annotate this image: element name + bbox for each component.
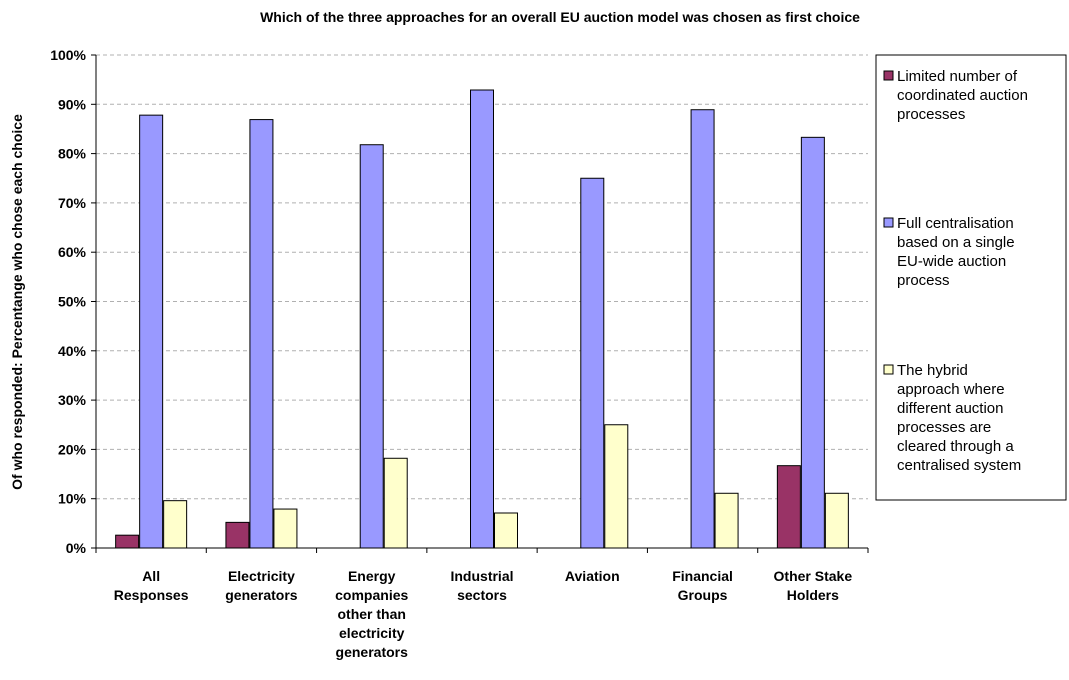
axes — [95, 55, 869, 553]
x-category-label: Financial Groups — [672, 568, 733, 603]
bar — [163, 500, 188, 549]
bar — [383, 457, 408, 549]
y-tick-label: 80% — [58, 146, 87, 162]
legend-label: Limited number of coordinated auction proc… — [897, 68, 1028, 123]
x-category-label: Electricity generators — [225, 568, 298, 603]
x-category-label: All Responses — [114, 568, 189, 603]
bar — [800, 136, 825, 549]
y-tick-label: 0% — [66, 540, 87, 556]
bar — [249, 119, 274, 549]
x-category-label: Other Stake Holders — [774, 568, 853, 603]
y-axis-label: Of who responded: Percentange who chose … — [9, 114, 25, 490]
bar — [580, 177, 605, 549]
bar — [115, 534, 140, 549]
bar — [273, 508, 298, 549]
bar — [604, 424, 629, 549]
legend: Limited number of coordinated auction proc… — [875, 54, 1067, 501]
legend-box — [875, 54, 1067, 501]
y-tick-label: 40% — [58, 343, 87, 359]
legend-label: The hybrid approach where different auctio… — [897, 362, 1021, 474]
category-labels: All Responses Electricity generators Energy c… — [114, 568, 853, 660]
bar — [824, 492, 849, 549]
bars — [115, 89, 849, 549]
y-tick-label: 90% — [58, 96, 87, 112]
y-tick-label: 20% — [58, 441, 87, 457]
bar — [225, 521, 250, 549]
legend-swatch — [883, 217, 894, 228]
legend-swatch — [883, 364, 894, 375]
x-category-label: Energy companies other than electricity gene… — [335, 568, 408, 660]
bar — [776, 465, 801, 549]
bar — [470, 89, 494, 549]
y-tick-label: 10% — [58, 491, 87, 507]
bar — [494, 512, 518, 549]
bar — [690, 109, 715, 549]
bar — [139, 114, 164, 549]
chart-title: Which of the three approaches for an ove… — [260, 9, 860, 25]
bar — [714, 492, 739, 549]
y-tick-label: 100% — [50, 47, 86, 63]
legend-label: Full centralisation based on a single EU-w… — [897, 215, 1015, 289]
y-tick-label: 50% — [58, 294, 87, 310]
y-tick-label: 70% — [58, 195, 87, 211]
x-category-label: Aviation — [565, 568, 620, 584]
x-category-label: Industrial sectors — [450, 568, 513, 603]
y-tick-label: 60% — [58, 244, 87, 260]
legend-swatch — [883, 70, 894, 81]
y-tick-label: 30% — [58, 392, 87, 408]
y-tick-labels: 0% 10% 20% 30% 40% 50% 60% 70% 80% 90% 100% — [50, 47, 86, 556]
bar — [359, 144, 384, 549]
